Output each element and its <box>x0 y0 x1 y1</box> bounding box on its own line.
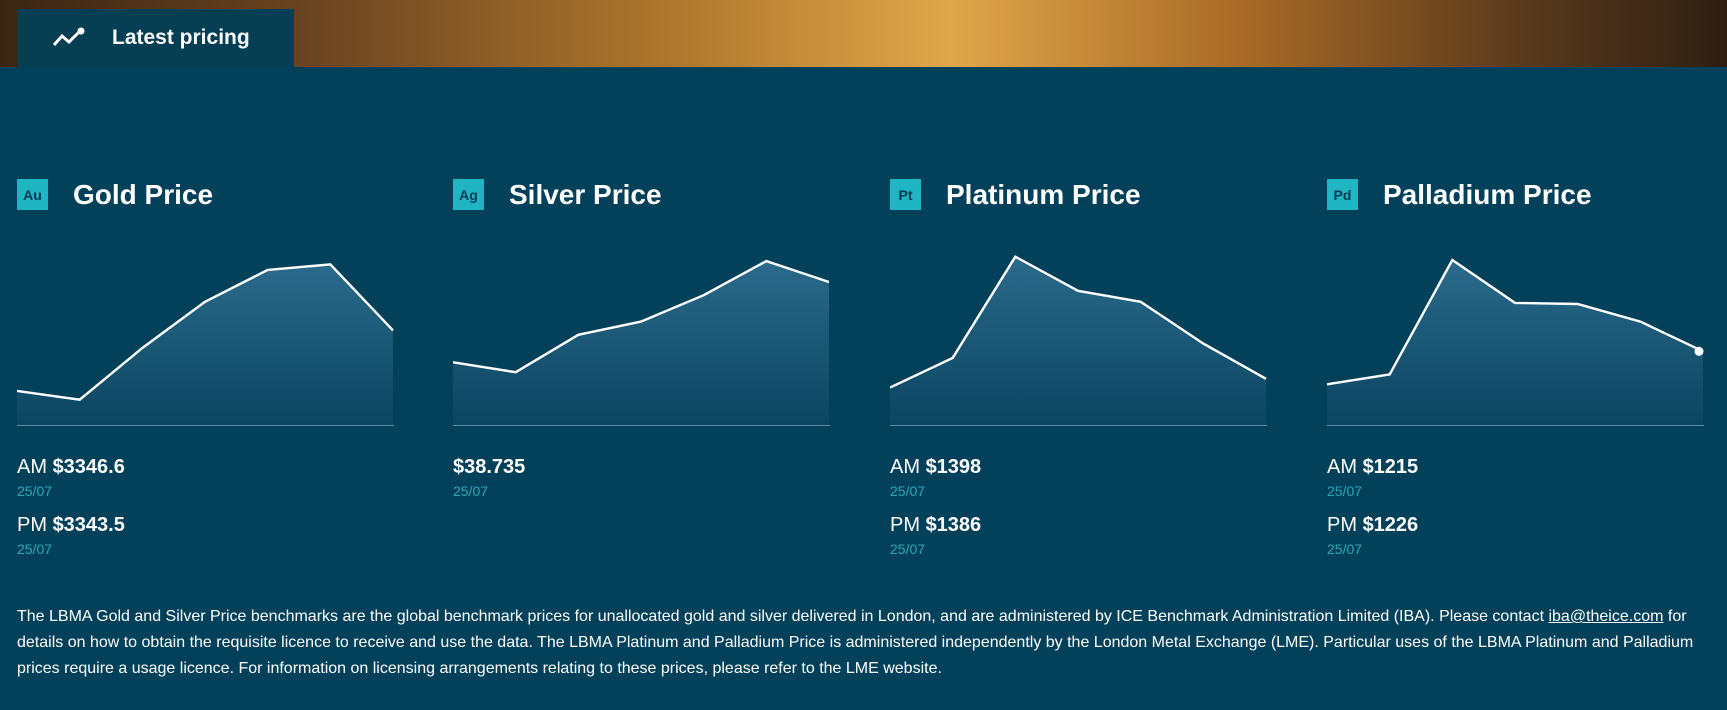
metal-title: Palladium Price <box>1383 178 1592 210</box>
price-line: $38.735 <box>453 455 525 479</box>
price-line: AM $1398 <box>890 455 981 479</box>
price: $38.735 <box>453 456 526 478</box>
disclaimer: The LBMA Gold and Silver Price benchmark… <box>17 604 1717 682</box>
sparkline-line <box>890 255 1267 389</box>
metal-header: Au Gold Price <box>17 179 394 210</box>
quote-date: 25/07 <box>453 483 489 499</box>
session-label: PM <box>890 514 920 536</box>
sparkline-line <box>1327 258 1704 386</box>
quote-date: 25/07 <box>17 541 53 557</box>
sparkline-area <box>453 261 829 425</box>
sparkline-end-dot <box>1694 346 1704 356</box>
metal-column: Pd Palladium Price AM $1215 25/07 PM $1226 25… <box>1327 179 1704 557</box>
price: $1215 <box>1362 456 1419 478</box>
price: $1386 <box>925 514 982 536</box>
disclaimer-text: The LBMA Gold and Silver Price benchmark… <box>17 608 1549 625</box>
sparkline <box>453 259 830 426</box>
email-link[interactable]: iba@theice.com <box>1548 608 1664 625</box>
metal-column: Pt Platinum Price AM $1398 25/07 PM $1386 25/… <box>890 179 1267 557</box>
metal-header: Ag Silver Price <box>453 179 830 210</box>
session-label: AM <box>890 456 920 478</box>
sparkline-line <box>17 263 394 401</box>
quote: $38.735 25/07 <box>453 455 525 513</box>
quote: AM $1215 25/07 <box>1327 455 1418 513</box>
metal-title: Silver Price <box>509 178 662 210</box>
symbol-badge: Au <box>17 179 48 210</box>
quote-date: 25/07 <box>890 483 926 499</box>
symbol-badge: Pd <box>1327 179 1358 210</box>
price-line: PM $3343.5 <box>17 513 125 537</box>
tab-label: Latest pricing <box>112 26 250 49</box>
price-line: PM $1386 <box>890 513 981 537</box>
quote-date: 25/07 <box>1327 483 1363 499</box>
quotes: AM $3346.6 25/07 PM $3343.5 25/07 <box>17 455 125 571</box>
price-line: AM $1215 <box>1327 455 1418 479</box>
sparkline-line <box>453 259 830 374</box>
metal-header: Pd Palladium Price <box>1327 179 1704 210</box>
symbol-badge: Ag <box>453 179 484 210</box>
quote-date: 25/07 <box>17 483 53 499</box>
quote: AM $3346.6 25/07 <box>17 455 125 513</box>
quotes: AM $1398 25/07 PM $1386 25/07 <box>890 455 981 571</box>
sparkline-area <box>1327 260 1703 425</box>
sparkline <box>17 263 394 426</box>
price: $1226 <box>1362 514 1419 536</box>
latest-pricing-tab[interactable]: Latest pricing <box>18 9 294 67</box>
quote-date: 25/07 <box>890 541 926 557</box>
sparkline <box>1327 258 1704 426</box>
metal-column: Ag Silver Price $38.735 25/07 <box>453 179 830 499</box>
metal-title: Gold Price <box>73 178 214 210</box>
quotes: $38.735 25/07 <box>453 455 525 513</box>
metal-title: Platinum Price <box>946 178 1141 210</box>
session-label: AM <box>17 456 47 478</box>
quote-date: 25/07 <box>1327 541 1363 557</box>
metal-header: Pt Platinum Price <box>890 179 1267 210</box>
quote: PM $3343.5 25/07 <box>17 513 125 571</box>
price-line: AM $3346.6 <box>17 455 125 479</box>
quote: PM $1226 25/07 <box>1327 513 1418 571</box>
session-label: PM <box>17 514 47 536</box>
metal-column: Au Gold Price AM $3346.6 25/07 PM $3343.5 25/… <box>17 179 394 557</box>
symbol-badge: Pt <box>890 179 921 210</box>
quote: PM $1386 25/07 <box>890 513 981 571</box>
quote: AM $1398 25/07 <box>890 455 981 513</box>
price: $1398 <box>925 456 982 478</box>
price-line: PM $1226 <box>1327 513 1418 537</box>
sparkline <box>890 255 1267 426</box>
session-label: PM <box>1327 514 1357 536</box>
trend-icon <box>52 27 85 46</box>
sparkline-area <box>890 256 1266 425</box>
price: $3343.5 <box>52 514 125 536</box>
quotes: AM $1215 25/07 PM $1226 25/07 <box>1327 455 1418 571</box>
price: $3346.6 <box>52 456 125 478</box>
disclaimer-text: for details on how to obtain the requisi… <box>17 608 1694 677</box>
session-label: AM <box>1327 456 1357 478</box>
sparkline-area <box>17 264 393 425</box>
